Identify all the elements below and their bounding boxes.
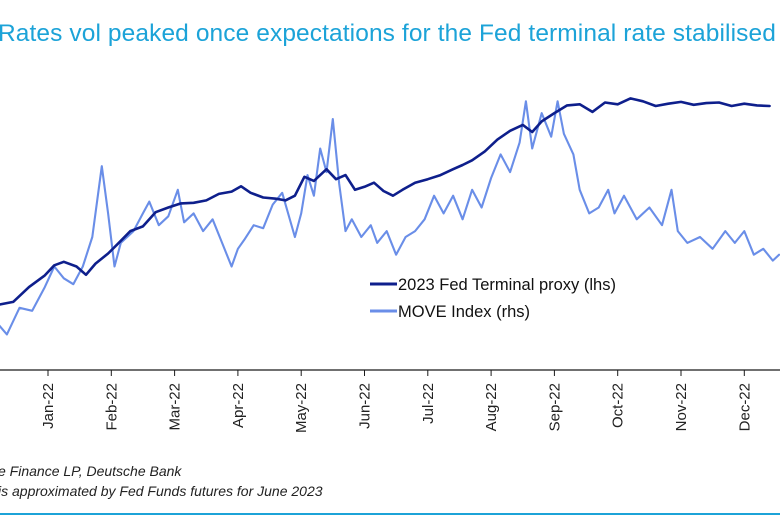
legend-label: 2023 Fed Terminal proxy (lhs) [398, 276, 616, 294]
x-tick-label: Jul-22 [420, 383, 437, 424]
x-tick-label: Jan-22 [40, 383, 57, 429]
x-tick-label: Oct-22 [610, 383, 627, 428]
x-tick-label: Feb-22 [103, 383, 120, 431]
x-tick-label: Nov-22 [673, 383, 690, 431]
x-tick-label: May-22 [293, 383, 310, 433]
series-lines [0, 97, 780, 336]
x-tick-label: Jun-22 [357, 383, 374, 429]
legend: 2023 Fed Terminal proxy (lhs) MOVE Index … [370, 276, 616, 321]
x-tick-label: Aug-22 [483, 383, 500, 431]
fed-terminal-line [0, 97, 771, 306]
x-tick-label: Sep-22 [546, 383, 563, 431]
x-tick-label: Dec-22 [736, 383, 753, 431]
x-tick-label: Apr-22 [230, 383, 247, 428]
bottom-rule [0, 513, 780, 515]
move-index-line [0, 100, 780, 336]
x-tick-label: Mar-22 [167, 383, 184, 431]
footnote: is approximated by Fed Funds futures for… [0, 483, 323, 499]
source-note: e Finance LP, Deutsche Bank [0, 463, 182, 479]
legend-label: MOVE Index (rhs) [398, 303, 530, 321]
chart-title: Rates vol peaked once expectations for t… [0, 20, 776, 47]
x-axis-ticks: Jan-22 Feb-22 Mar-22 Apr-22 May-22 Jun-22 Jul-… [40, 370, 753, 433]
